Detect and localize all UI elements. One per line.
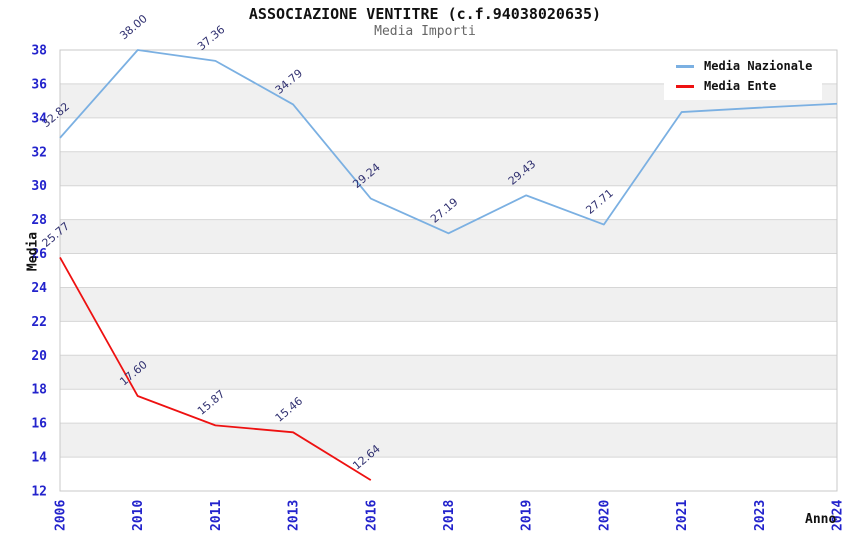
legend-item-media-ente: Media Ente xyxy=(676,79,812,93)
svg-text:2010: 2010 xyxy=(131,500,146,531)
svg-text:2006: 2006 xyxy=(54,500,69,531)
svg-text:20: 20 xyxy=(31,349,47,364)
svg-text:37.36: 37.36 xyxy=(195,23,227,53)
svg-text:2020: 2020 xyxy=(597,500,612,531)
chart-subtitle: Media Importi xyxy=(374,24,476,39)
svg-text:18: 18 xyxy=(31,383,47,398)
svg-text:38.00: 38.00 xyxy=(117,12,149,42)
chart-title: ASSOCIAZIONE VENTITRE (c.f.94038020635) xyxy=(248,5,602,23)
svg-text:16: 16 xyxy=(31,417,47,432)
svg-text:27.71: 27.71 xyxy=(583,187,615,217)
svg-text:30: 30 xyxy=(31,179,47,194)
svg-text:32: 32 xyxy=(31,145,47,160)
svg-text:2021: 2021 xyxy=(675,500,690,531)
svg-text:14: 14 xyxy=(31,451,47,466)
svg-text:34: 34 xyxy=(31,111,47,126)
svg-text:2018: 2018 xyxy=(442,500,457,531)
y-axis-title: Media xyxy=(25,231,41,272)
svg-text:12: 12 xyxy=(31,485,47,500)
svg-text:2011: 2011 xyxy=(209,500,224,531)
svg-text:15.46: 15.46 xyxy=(273,394,305,424)
media-ente-line-swatch xyxy=(676,84,694,88)
svg-text:38: 38 xyxy=(31,44,47,59)
legend-label-media-ente: Media Ente xyxy=(704,79,777,93)
x-axis-title: Anno xyxy=(805,512,837,527)
svg-text:24: 24 xyxy=(31,281,47,296)
svg-text:2024: 2024 xyxy=(831,500,846,531)
svg-text:22: 22 xyxy=(31,315,47,330)
legend-item-media-nazionale: Media Nazionale xyxy=(676,59,812,73)
svg-text:36: 36 xyxy=(31,77,47,92)
svg-text:15.87: 15.87 xyxy=(195,387,227,417)
svg-text:2016: 2016 xyxy=(364,500,379,531)
legend: Media Nazionale Media Ente xyxy=(664,52,823,100)
svg-text:2023: 2023 xyxy=(753,500,768,531)
svg-text:2019: 2019 xyxy=(520,500,535,531)
svg-text:28: 28 xyxy=(31,213,47,228)
media-nazionale-line-swatch xyxy=(676,64,694,68)
legend-label-media-nazionale: Media Nazionale xyxy=(704,59,813,73)
svg-text:26: 26 xyxy=(31,247,47,262)
svg-text:2013: 2013 xyxy=(287,500,302,531)
